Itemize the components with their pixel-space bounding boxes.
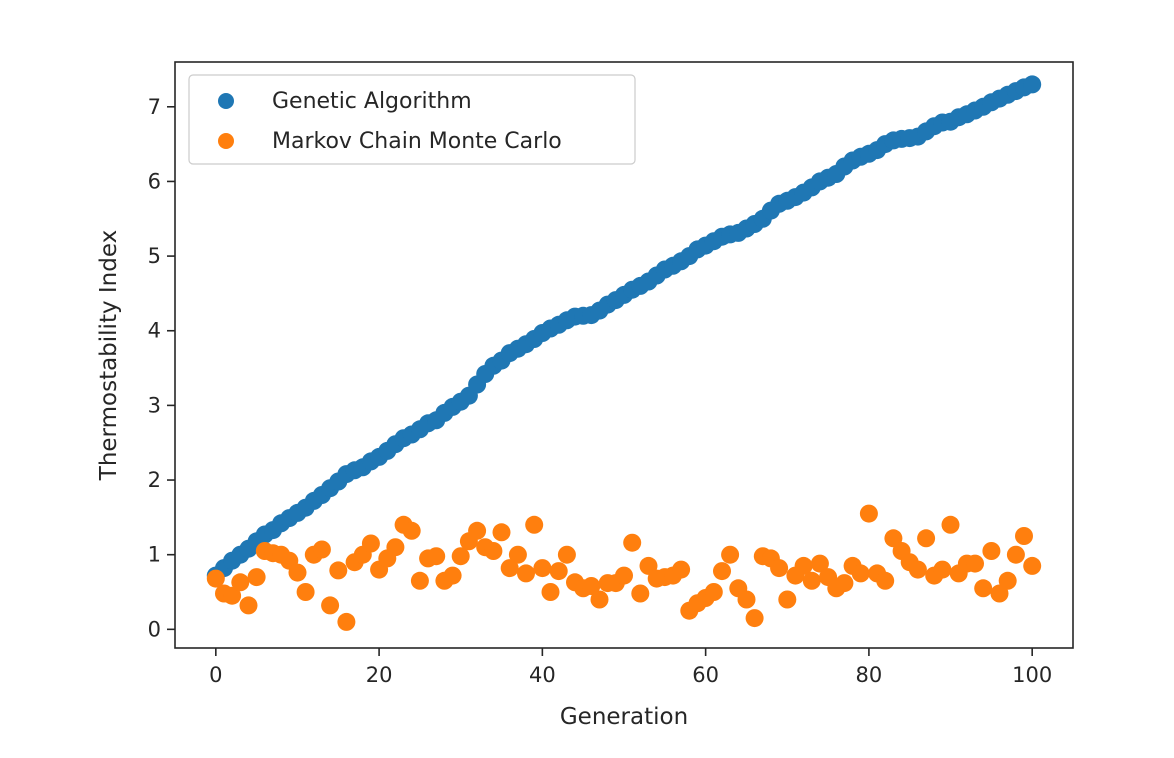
data-point — [770, 559, 789, 578]
data-point — [917, 529, 936, 548]
data-point — [802, 571, 821, 590]
y-tick-label: 4 — [148, 319, 161, 343]
x-tick-label: 20 — [366, 663, 393, 687]
data-point — [615, 566, 633, 585]
data-point — [443, 566, 462, 585]
plot-frame — [174, 61, 1074, 649]
data-point — [582, 577, 601, 595]
data-point — [966, 554, 984, 573]
data-point — [206, 569, 225, 588]
x-tick-label: 0 — [209, 663, 222, 687]
data-point — [288, 563, 307, 582]
data-point — [525, 515, 544, 534]
data-point — [982, 542, 1001, 560]
data-point — [329, 561, 348, 580]
data-point — [998, 571, 1017, 590]
legend-box — [188, 74, 636, 165]
data-point — [908, 560, 927, 579]
data-point — [517, 564, 535, 583]
data-point — [623, 533, 642, 552]
data-point — [361, 534, 380, 553]
data-point — [427, 547, 446, 566]
data-point — [941, 515, 960, 534]
data-point — [851, 564, 870, 583]
series-mcmc — [206, 504, 1042, 631]
data-point — [337, 612, 356, 631]
plot-points — [206, 75, 1042, 631]
y-tick-label: 1 — [148, 543, 161, 567]
data-point — [402, 521, 421, 540]
y-tick-label: 3 — [148, 393, 161, 417]
data-point — [321, 596, 340, 615]
x-tick-label: 40 — [529, 663, 556, 687]
data-point — [549, 562, 568, 581]
y-tick-label: 6 — [148, 169, 161, 193]
data-point — [557, 545, 576, 564]
y-tick-label: 5 — [148, 244, 161, 268]
data-point — [223, 586, 242, 605]
legend-marker-mcmc — [218, 133, 234, 149]
data-point — [778, 590, 797, 609]
data-point — [745, 609, 764, 628]
data-point — [500, 559, 519, 578]
data-point — [794, 556, 813, 575]
data-point — [484, 542, 503, 560]
data-point — [810, 554, 829, 573]
data-point — [1006, 545, 1025, 564]
data-point — [451, 547, 470, 566]
x-tick-label: 80 — [856, 663, 883, 687]
series-genetic-algorithm — [206, 75, 1042, 585]
data-point — [239, 596, 258, 615]
data-point — [533, 559, 552, 578]
data-point — [247, 568, 266, 587]
y-tick-label: 2 — [148, 468, 161, 492]
legend-marker-genetic-algorithm — [218, 93, 234, 109]
legend-label-mcmc: Markov Chain Monte Carlo — [272, 129, 562, 154]
data-point — [1015, 527, 1033, 545]
data-point — [713, 562, 731, 581]
data-point — [468, 521, 487, 540]
data-point — [231, 573, 250, 592]
data-point — [933, 560, 952, 579]
data-point — [1023, 556, 1042, 575]
data-point — [974, 579, 993, 598]
legend-label-genetic-algorithm: Genetic Algorithm — [272, 89, 472, 114]
x-tick-label: 100 — [1012, 663, 1052, 687]
data-point — [737, 590, 756, 609]
data-point — [1023, 75, 1042, 94]
data-point — [312, 540, 331, 559]
data-point — [296, 583, 315, 601]
data-point — [492, 523, 511, 542]
data-point — [508, 545, 527, 564]
data-point — [859, 504, 878, 523]
y-axis: 0 1 2 3 4 5 6 7 — [148, 95, 175, 641]
data-point — [590, 590, 609, 609]
data-point — [835, 574, 854, 593]
data-point — [386, 538, 405, 557]
y-tick-label: 7 — [148, 95, 161, 119]
data-point — [541, 583, 560, 601]
y-axis-label: Thermostability Index — [96, 230, 122, 481]
data-point — [410, 571, 429, 590]
data-point — [704, 583, 723, 601]
y-tick-label: 0 — [148, 617, 161, 641]
x-tick-label: 60 — [692, 663, 719, 687]
legend: Genetic Algorithm Markov Chain Monte Car… — [188, 74, 636, 165]
x-axis: 0 20 40 60 80 100 — [209, 648, 1052, 687]
data-point — [721, 545, 740, 564]
data-point — [876, 571, 895, 590]
x-axis-label: Generation — [560, 704, 688, 730]
data-point — [631, 584, 650, 603]
data-point — [672, 560, 691, 579]
